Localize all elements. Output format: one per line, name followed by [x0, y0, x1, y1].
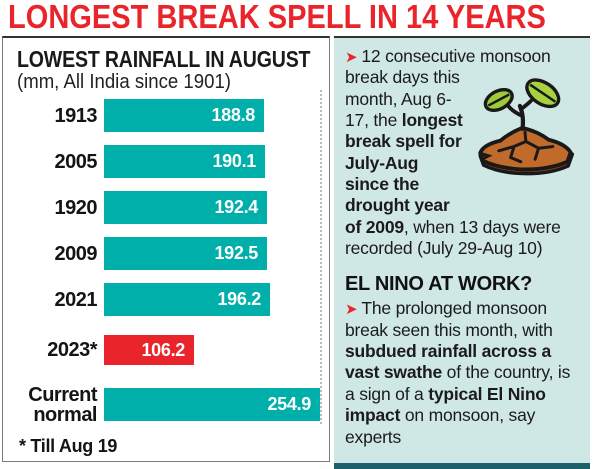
chart-axis-dotted-line — [320, 90, 322, 424]
para1-segment: 12 consecutive monsoon — [361, 46, 551, 66]
bottom-accent-strip — [334, 463, 590, 469]
bar-label: 2023* — [47, 339, 97, 361]
para1-segment: , when 13 days were recorded (July 29-Au… — [345, 216, 561, 259]
bar-track: 192.5 — [104, 237, 321, 270]
info-paragraph-1: ➤ 12 consecutive monsoon break day — [345, 46, 580, 259]
bar: 254.9 — [104, 388, 320, 421]
bar-value: 188.8 — [211, 105, 255, 125]
bar-value: 192.4 — [214, 197, 258, 217]
bar-track: 106.2 — [104, 335, 321, 365]
bar: 188.8 — [104, 99, 264, 132]
rainfall-chart-panel: LOWEST RAINFALL IN AUGUST (mm, All India… — [2, 36, 330, 462]
chart-row: Current normal 254.9 — [17, 385, 321, 425]
bar-value: 196.2 — [217, 289, 261, 309]
para2-segment-bold: subdued rainfall across a vast swathe — [345, 341, 552, 383]
bar-track: 196.2 — [104, 283, 321, 316]
bar-label: 2005 — [54, 150, 98, 173]
bar-value: 192.5 — [214, 243, 258, 263]
page-title: LONGEST BREAK SPELL IN 14 YEARS — [8, 0, 546, 35]
bar-value: 190.1 — [212, 151, 256, 171]
chart-row: 1913 188.8 — [17, 99, 321, 132]
bar: 106.2 — [104, 335, 194, 365]
bar: 196.2 — [104, 283, 270, 316]
bar-label: 1920 — [54, 196, 98, 219]
para1-segment: break days this month, Aug 6-17, the — [345, 67, 460, 131]
chart-rows: 1913 188.8 2005 190.1 1920 192.4 2009 192.5 2021… — [17, 99, 321, 425]
chart-row: 2009 192.5 — [17, 237, 321, 270]
bar: 192.5 — [104, 237, 267, 270]
chart-title: LOWEST RAINFALL IN AUGUST — [17, 46, 311, 72]
para2-segment: The prolonged monsoon break seen this mo… — [345, 298, 553, 340]
bar-label: 1913 — [54, 104, 98, 127]
para2-segment: of the country, is a sign of a — [345, 362, 571, 404]
bar-label: 2021 — [54, 288, 98, 311]
arrow-bullet-icon: ➤ — [345, 49, 358, 66]
chart-footnote: * Till Aug 19 — [19, 436, 118, 456]
para2-segment-bold: typical El Nino impact — [345, 383, 546, 426]
arrow-bullet-icon: ➤ — [345, 301, 358, 319]
bar-track: 192.4 — [104, 191, 321, 224]
bar-label: Current normal — [28, 383, 97, 426]
bar-track: 188.8 — [104, 99, 321, 132]
sprout-icon — [478, 78, 575, 176]
bar-value: 106.2 — [141, 339, 185, 360]
el-nino-heading: EL NINO AT WORK? — [345, 273, 533, 296]
chart-row: 2005 190.1 — [17, 145, 321, 178]
bar-label: 2009 — [54, 242, 98, 265]
chart-row: 1920 192.4 — [17, 191, 321, 224]
bar-track: 254.9 — [104, 388, 321, 421]
bar-value: 254.9 — [267, 394, 311, 414]
bar: 190.1 — [104, 145, 265, 178]
info-panel: ➤ 12 consecutive monsoon break day — [334, 36, 590, 469]
para1-segment-bold: longest break spell for July-Aug since t… — [345, 110, 463, 237]
chart-subtitle: (mm, All India since 1901) — [17, 71, 232, 93]
chart-row: 2023* 106.2 — [17, 335, 321, 365]
bar: 192.4 — [104, 191, 267, 224]
bar-track: 190.1 — [104, 145, 321, 178]
chart-row: 2021 196.2 — [17, 283, 321, 316]
info-paragraph-2: ➤ The prolonged monsoon break seen this m… — [345, 298, 580, 447]
para2-segment: on monsoon, say experts — [345, 405, 536, 447]
